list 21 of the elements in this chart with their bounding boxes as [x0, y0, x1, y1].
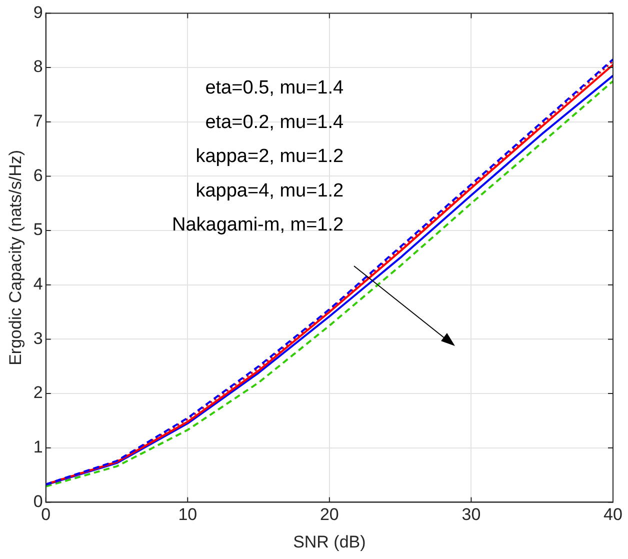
y-tick-label: 9: [33, 2, 43, 22]
y-tick-label: 7: [33, 112, 43, 131]
x-tick-label: 30: [462, 505, 481, 524]
annotation: eta=0.5, mu=1.4: [205, 78, 344, 99]
x-tick-label: 20: [320, 505, 339, 524]
annotation: kappa=2, mu=1.2: [196, 146, 344, 168]
annotation: kappa=4, mu=1.2: [196, 180, 344, 202]
y-tick-label: 4: [33, 274, 43, 294]
y-tick-label: 1: [33, 438, 43, 457]
y-tick-label: 0: [33, 492, 43, 511]
x-axis-title: SNR (dB): [293, 532, 366, 552]
y-axis-title: Ergodic Capacity (nats/s/Hz): [6, 150, 25, 366]
y-tick-label: 5: [33, 220, 43, 240]
annotation: Nakagami-m, m=1.2: [172, 214, 344, 236]
y-tick-label: 8: [33, 57, 43, 76]
x-tick-label: 10: [178, 505, 198, 524]
annotation: eta=0.2, mu=1.4: [205, 112, 344, 133]
x-tick-label: 40: [604, 505, 622, 524]
y-tick-label: 2: [33, 383, 43, 402]
y-tick-label: 3: [33, 328, 43, 348]
y-tick-label: 6: [33, 166, 43, 185]
